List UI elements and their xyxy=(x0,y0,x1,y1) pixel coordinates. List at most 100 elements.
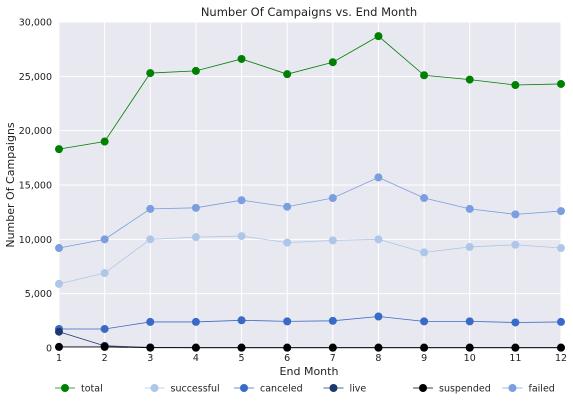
data-point-suspended xyxy=(100,342,109,351)
data-point-successful xyxy=(100,269,109,278)
legend-marker xyxy=(150,384,159,392)
x-tick-label: 2 xyxy=(102,353,108,364)
series-failed xyxy=(55,173,565,253)
data-point-successful xyxy=(557,244,565,253)
legend-item-live: live xyxy=(323,384,367,395)
legend-item-failed: failed xyxy=(502,384,555,395)
legend-label: total xyxy=(81,384,103,395)
series-canceled xyxy=(55,312,565,333)
legend-item-total: total xyxy=(55,384,103,395)
series-total xyxy=(55,32,565,154)
data-point-canceled xyxy=(465,317,474,326)
y-tick-label: 15,000 xyxy=(19,181,52,192)
series-line-successful xyxy=(58,235,562,285)
gridlines xyxy=(58,21,562,349)
data-point-total xyxy=(328,58,337,67)
data-point-canceled xyxy=(283,317,292,326)
legend-label: canceled xyxy=(260,384,303,395)
data-point-failed xyxy=(420,194,429,203)
legend-marker xyxy=(240,384,248,392)
legend-item-canceled: canceled xyxy=(234,384,303,395)
x-tick-label: 11 xyxy=(509,353,521,364)
series-line-canceled xyxy=(59,316,562,330)
chart-title: Number Of Campaigns vs. End Month xyxy=(201,5,417,19)
data-point-canceled xyxy=(328,316,337,325)
data-point-suspended xyxy=(374,343,383,352)
x-axis-ticks: 1 2 3 4 5 6 7 8 9 10 11 12 xyxy=(56,353,567,364)
x-tick-label: 7 xyxy=(330,353,336,364)
data-point-successful xyxy=(465,242,474,251)
data-point-total xyxy=(55,145,63,154)
data-point-suspended xyxy=(55,342,63,351)
legend-label: successful xyxy=(171,384,220,395)
data-point-suspended xyxy=(420,343,429,352)
data-point-successful xyxy=(374,235,383,244)
legend-label: suspended xyxy=(439,384,491,395)
y-axis-ticks: 0 5,000 10,000 15,000 20,000 25,000 30,000 xyxy=(19,18,52,355)
data-point-suspended xyxy=(237,343,246,352)
data-point-failed xyxy=(191,203,200,212)
data-point-suspended xyxy=(557,343,565,352)
legend-label: failed xyxy=(529,384,555,395)
data-point-total xyxy=(511,81,520,90)
data-point-canceled xyxy=(511,318,520,327)
legend-marker xyxy=(61,384,69,392)
data-point-successful xyxy=(328,236,337,245)
legend: total successful canceled live suspended fail… xyxy=(55,384,555,395)
series-line-failed xyxy=(58,176,562,249)
y-tick-label: 0 xyxy=(46,344,52,355)
series-layer xyxy=(55,32,565,352)
x-axis-label: End Month xyxy=(280,365,339,378)
series-suspended xyxy=(55,342,565,352)
x-tick-label: 3 xyxy=(147,353,153,364)
data-point-failed xyxy=(511,210,520,219)
data-point-suspended xyxy=(283,343,292,352)
data-point-successful xyxy=(146,235,155,244)
y-tick-label: 30,000 xyxy=(19,18,52,29)
data-point-failed xyxy=(283,202,292,211)
data-point-suspended xyxy=(328,343,337,352)
y-tick-label: 25,000 xyxy=(19,72,52,83)
data-point-successful xyxy=(283,238,292,247)
legend-label: live xyxy=(350,384,367,395)
x-tick-label: 1 xyxy=(56,353,62,364)
series-line-total xyxy=(58,35,562,150)
legend-marker xyxy=(329,384,338,392)
data-point-successful xyxy=(55,279,63,288)
data-point-failed xyxy=(557,207,565,216)
data-point-total xyxy=(557,79,565,88)
data-point-failed xyxy=(55,244,63,253)
data-point-total xyxy=(237,54,246,63)
data-point-failed xyxy=(100,235,109,244)
data-point-total xyxy=(100,137,109,146)
x-tick-label: 9 xyxy=(421,353,427,364)
data-point-total xyxy=(283,70,292,79)
data-point-canceled xyxy=(146,317,155,326)
data-point-failed xyxy=(237,196,246,205)
data-point-canceled xyxy=(237,316,246,325)
x-tick-label: 5 xyxy=(239,353,245,364)
legend-marker xyxy=(508,384,517,392)
y-axis-label: Number Of Campaigns xyxy=(4,122,17,248)
x-tick-label: 10 xyxy=(464,353,476,364)
x-tick-label: 12 xyxy=(555,353,567,364)
data-point-canceled xyxy=(100,324,109,333)
legend-marker xyxy=(419,384,427,392)
data-point-total xyxy=(146,69,155,78)
data-point-successful xyxy=(511,240,520,249)
y-tick-label: 5,000 xyxy=(25,289,52,300)
x-tick-label: 4 xyxy=(193,353,199,364)
series-successful xyxy=(55,232,565,288)
data-point-live xyxy=(55,327,63,336)
data-point-total xyxy=(420,71,429,80)
data-point-suspended xyxy=(511,343,520,352)
data-point-canceled xyxy=(191,317,200,326)
data-point-canceled xyxy=(557,317,565,326)
data-point-total xyxy=(465,75,474,84)
x-tick-label: 8 xyxy=(375,353,381,364)
data-point-canceled xyxy=(374,312,383,321)
series-line-suspended xyxy=(59,346,561,349)
data-point-suspended xyxy=(191,343,200,352)
data-point-suspended xyxy=(465,343,474,352)
